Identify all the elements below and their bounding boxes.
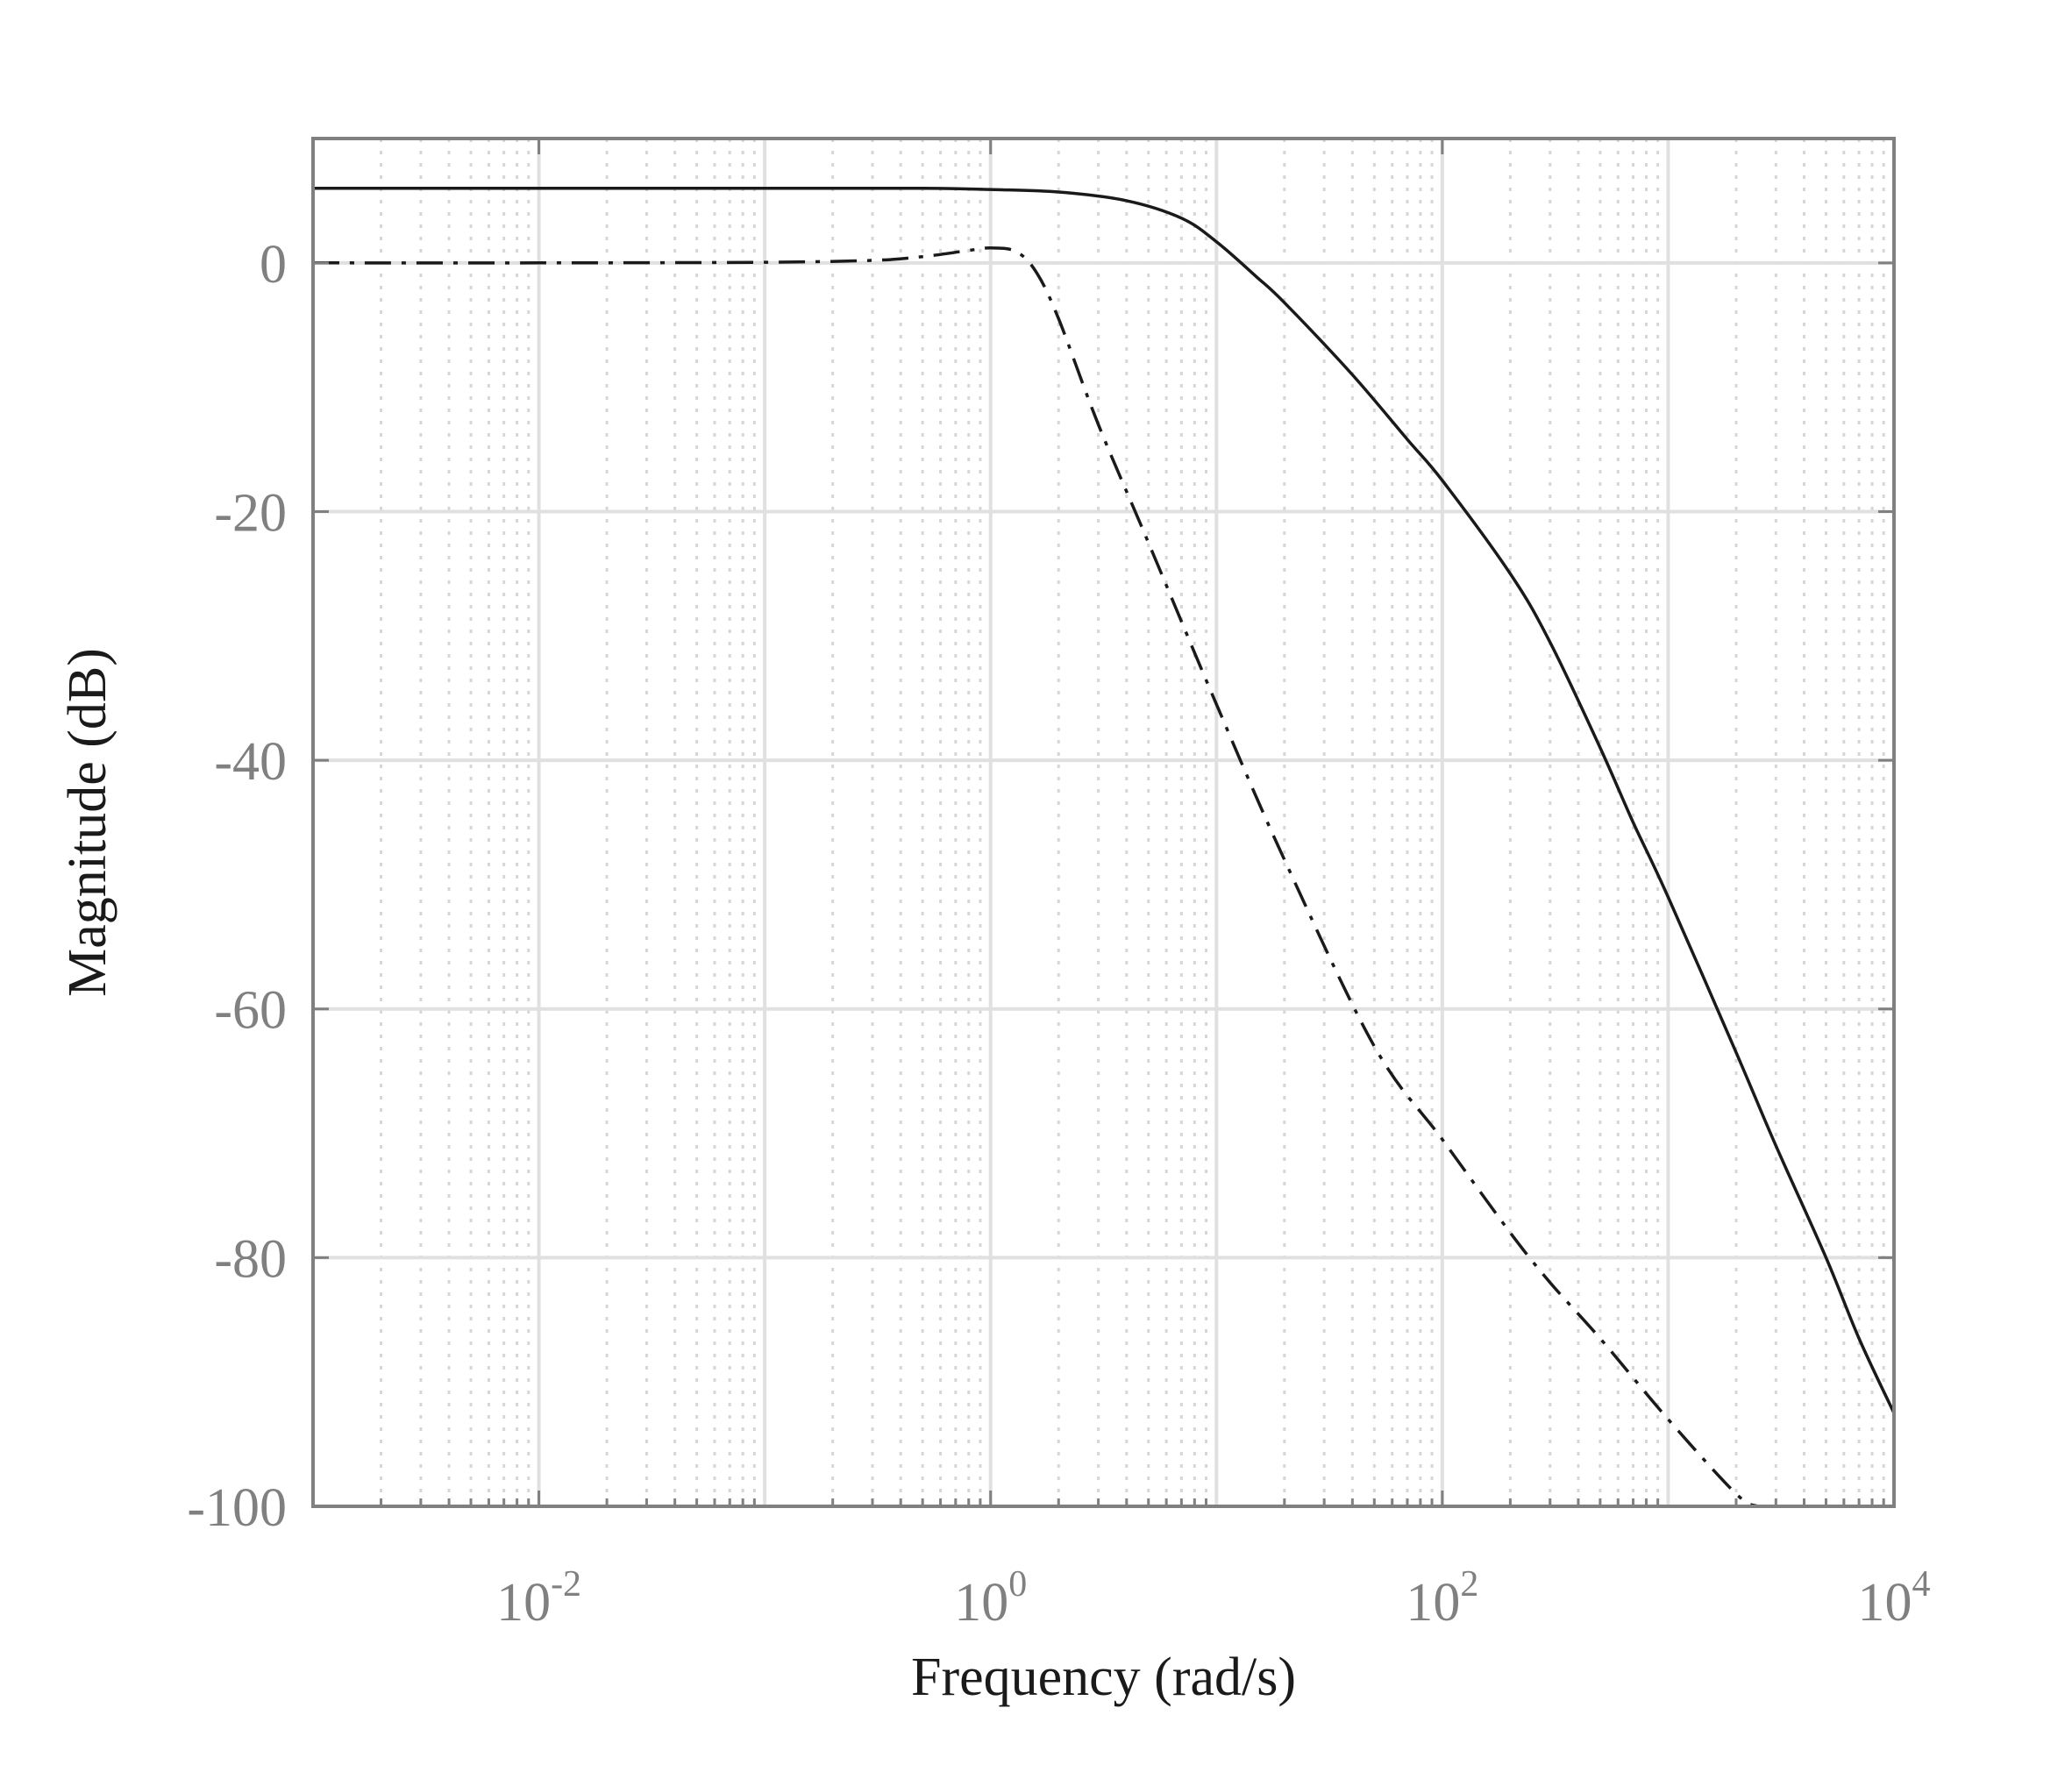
- y-tick-label: -100: [187, 1478, 287, 1538]
- plot-frame: [311, 137, 1896, 1508]
- x-axis-label: Frequency (rad/s): [911, 1647, 1296, 1707]
- y-axis-label: Magnitude (dB): [58, 648, 117, 997]
- y-tick-label: -60: [214, 981, 287, 1041]
- axis-ticks: [313, 139, 1896, 1508]
- series-line-dash-dot: [312, 246, 1759, 1508]
- x-tick-base: 10: [954, 1573, 1008, 1633]
- y-tick-label: -40: [214, 732, 287, 792]
- x-tick-label: 100: [954, 1564, 1027, 1633]
- series-group: [312, 186, 1896, 1508]
- y-tick-label: -20: [214, 483, 287, 543]
- x-tick-label: 102: [1406, 1564, 1478, 1633]
- x-tick-exponent: 0: [1008, 1564, 1027, 1605]
- x-tick-exponent: 2: [1460, 1564, 1478, 1605]
- x-tick-label: 10-2: [496, 1564, 581, 1633]
- grid: [311, 139, 1896, 1508]
- x-tick-base: 10: [1858, 1573, 1912, 1633]
- x-tick-base: 10: [496, 1573, 551, 1633]
- y-tick-label: -80: [214, 1229, 287, 1289]
- x-tick-exponent: -2: [551, 1564, 581, 1605]
- x-tick-label: 104: [1858, 1564, 1931, 1633]
- x-tick-exponent: 4: [1912, 1564, 1931, 1605]
- series-line-solid: [313, 186, 1896, 1414]
- y-tick-label: 0: [260, 235, 287, 295]
- x-tick-base: 10: [1406, 1573, 1460, 1633]
